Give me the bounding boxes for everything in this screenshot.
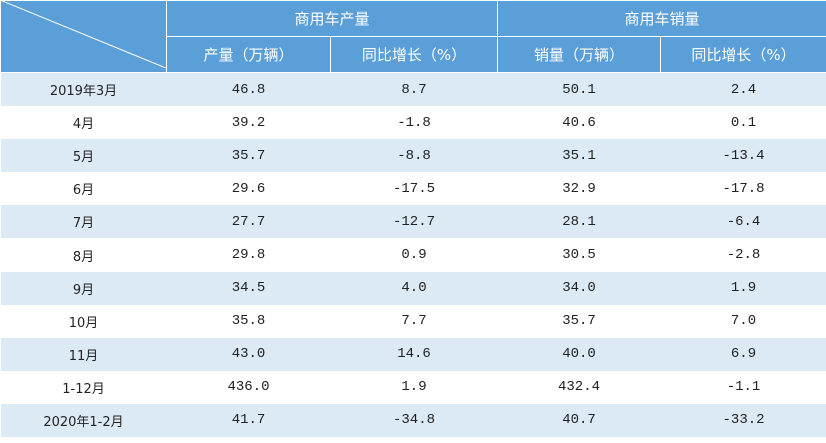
cell: 2.4: [660, 72, 826, 107]
table-row: 5月 35.7 -8.8 35.1 -13.4: [0, 139, 826, 173]
cell: 35.8: [231, 313, 266, 330]
cell: -2.8: [726, 247, 761, 264]
header-row: 产量（万辆） 同比增长（%） 销量（万辆） 同比增长（%）: [1, 36, 826, 73]
table-row: 8月 29.8 0.9 30.5 -2.8: [1, 238, 826, 271]
row-label: 9月: [0, 271, 167, 305]
cell: 4.0: [330, 271, 498, 305]
row-label: 8月: [72, 249, 95, 265]
cell: 41.7: [166, 403, 331, 438]
cell: 27.7: [166, 205, 331, 239]
cell: 436.0: [227, 379, 270, 396]
cell: 6.9: [660, 337, 826, 371]
cell: -13.4: [660, 139, 826, 173]
cell: -1.8: [397, 114, 431, 131]
cell: 40.0: [497, 337, 661, 371]
row-label: 6月: [72, 183, 95, 199]
cell: 1.9: [660, 271, 826, 305]
cell: 35.7: [562, 313, 596, 330]
cell: -34.8: [330, 403, 498, 438]
cell: 29.8: [231, 247, 266, 264]
row-label: 4月: [72, 117, 95, 133]
row-label: 11月: [0, 337, 167, 371]
cell: 0.1: [730, 114, 757, 131]
cell: 35.1: [497, 139, 661, 173]
cell: 14.6: [330, 337, 498, 371]
cell: -6.4: [660, 205, 826, 239]
cell: 43.0: [166, 337, 331, 371]
cell: -12.7: [330, 205, 498, 239]
row-label: 5月: [0, 139, 167, 173]
cell: 35.7: [166, 139, 331, 173]
cell: 30.5: [562, 247, 596, 264]
table-row: 4月 39.2 -1.8 40.6 0.1: [1, 106, 826, 139]
table-row: 2019年3月 46.8 8.7 50.1 2.4: [0, 72, 826, 107]
column-header: 产量（万辆）: [166, 36, 331, 73]
table-row: 2020年1-2月 41.7 -34.8 40.7 -33.2: [0, 403, 826, 438]
column-header: 销量（万辆）: [497, 36, 662, 73]
cell: 7.7: [401, 313, 427, 330]
cell: 28.1: [497, 205, 661, 239]
cell: 50.1: [497, 72, 661, 107]
header-row: 商用车产量 商用车销量: [0, 0, 826, 73]
corner-cell: [0, 0, 167, 73]
cell: 32.9: [562, 180, 596, 197]
table-row: 6月 29.6 -17.5 32.9 -17.8: [1, 172, 826, 205]
group-title: 商用车销量: [497, 0, 826, 37]
cell: -17.5: [393, 180, 436, 197]
cell: 34.5: [166, 271, 331, 305]
table-row: 1-12月 436.0 1.9 432.4 -1.1: [1, 371, 826, 404]
table-row: 9月 34.5 4.0 34.0 1.9: [0, 271, 826, 305]
cell: 1.9: [401, 379, 427, 396]
cell: 8.7: [330, 72, 498, 107]
cell: 432.4: [558, 379, 601, 396]
cell: -33.2: [660, 403, 826, 438]
cell: 46.8: [166, 72, 331, 107]
cell: 34.0: [497, 271, 661, 305]
table-body: 2019年3月 46.8 8.7 50.1 2.4 4月 39.2 -1.8 40.6 0.1 5月…: [0, 72, 826, 438]
row-label: 7月: [0, 205, 167, 239]
group-title: 商用车产量: [165, 0, 499, 37]
cell: 29.6: [231, 180, 266, 197]
cell: 40.7: [497, 403, 661, 438]
cell: 0.9: [401, 247, 427, 264]
row-label: 1-12月: [62, 381, 105, 397]
row-label: 2020年1-2月: [0, 403, 167, 438]
cell: -1.1: [726, 379, 761, 396]
cell: 40.6: [562, 114, 596, 131]
cell: -8.8: [330, 139, 498, 173]
cell: 39.2: [231, 114, 266, 131]
column-header: 同比增长（%）: [660, 36, 826, 73]
row-label: 2019年3月: [0, 72, 167, 107]
cell: 7.0: [730, 313, 757, 330]
column-header: 同比增长（%）: [329, 36, 499, 73]
table-row: 11月 43.0 14.6 40.0 6.9: [0, 337, 826, 371]
table-row: 7月 27.7 -12.7 28.1 -6.4: [0, 205, 826, 239]
row-label: 10月: [68, 315, 99, 331]
table-row: 10月 35.8 7.7 35.7 7.0: [1, 305, 826, 338]
cell: -17.8: [722, 180, 765, 197]
